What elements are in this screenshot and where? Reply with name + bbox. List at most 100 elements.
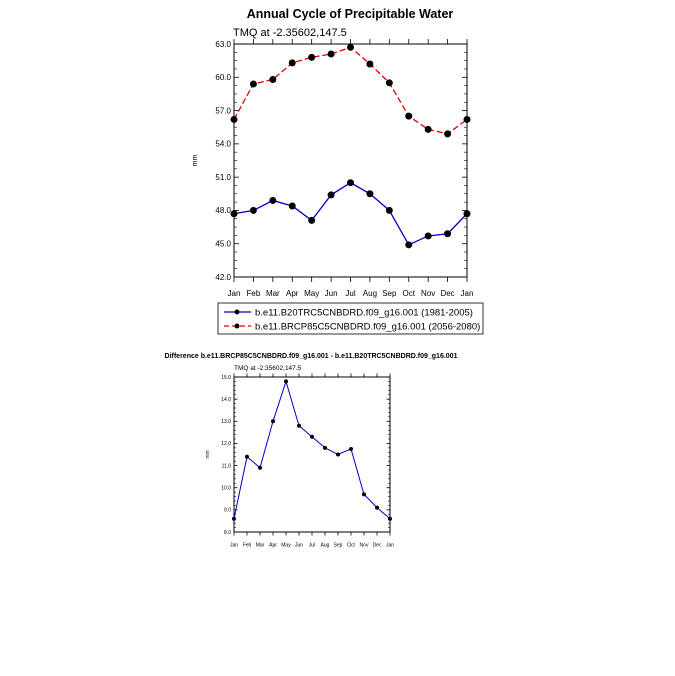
x-tick-label: Mar [266,289,280,298]
y-tick-label: 48.0 [215,206,231,215]
y-tick-label: 63.0 [215,40,231,49]
x-tick-label: Jun [325,289,338,298]
y-tick-label: 51.0 [215,173,231,182]
x-tick-label: Sep [334,543,343,549]
x-tick-label: Aug [321,543,330,549]
series-line-0 [233,379,391,520]
y-axis-label: mm [205,450,211,458]
x-tick-label: Jan [230,543,238,549]
data-point [249,206,257,214]
plot-frame [233,376,391,533]
data-point [323,445,327,450]
data-point [327,50,335,58]
legend-label: b.e11.BRCP85C5CNBDRD.f09_g16.001 (2056-2… [255,322,480,333]
legend-box [217,302,484,335]
x-tick-label: Nov [360,543,369,549]
x-tick-label: Aug [363,289,377,298]
chart-subtitle: TMQ at -2.35602,147.5 [233,27,347,39]
data-point [349,446,353,451]
data-point [366,60,374,68]
series-line-0 [233,181,468,246]
x-tick-label: Mar [256,543,265,549]
x-tick-label: Apr [269,543,277,549]
y-axis-label: mm [192,155,199,167]
x-tick-label: Jul [309,543,315,549]
data-point [271,419,275,424]
x-tick-label: Jan [386,543,394,549]
y-tick-label: 8.0 [224,530,231,536]
data-point [405,241,413,249]
y-tick-label: 10.0 [221,485,231,491]
data-point [347,43,354,51]
data-point [245,454,249,459]
y-tick-label: 15.0 [221,375,231,381]
x-tick-label: Dec [440,289,454,298]
chart-subtitle: TMQ at -2.35602,147.5 [234,365,302,372]
data-point [385,79,393,87]
legend-marker [234,323,240,329]
x-tick-label: May [281,543,291,549]
data-point [463,210,471,218]
legend-marker [234,309,240,315]
data-point [366,190,374,198]
data-point [288,202,296,210]
chart-annual-cycle: Annual Cycle of Precipitable Water TMQ a… [192,7,484,335]
y-tick-label: 13.0 [221,419,231,425]
data-point [424,232,432,240]
data-point [336,452,340,457]
y-tick-label: 9.0 [224,508,231,514]
data-point [258,465,262,470]
data-point [230,210,238,218]
plot-frame [233,43,468,278]
data-point [424,125,432,133]
data-point [347,179,354,187]
x-tick-label: Jan [228,289,241,298]
x-tick-label: Dec [373,543,382,549]
y-tick-label: 57.0 [215,106,231,115]
x-tick-label: Jul [345,289,355,298]
x-tick-label: May [304,289,319,298]
y-tick-label: 54.0 [215,140,231,149]
data-point [327,191,335,199]
plot-area: 8.0 9.0 10.0 11.0 12.0 13.0 14.0 15.0 Jan Feb Mar A… [221,373,394,549]
data-point [230,115,238,123]
legend-label: b.e11.B20TRC5CNBDRD.f09_g16.001 (1981-20… [255,308,473,319]
y-tick-label: 14.0 [221,397,231,403]
data-point [269,196,277,204]
x-tick-label: Feb [243,543,252,549]
x-tick-label: Oct [403,289,416,298]
data-point [308,216,316,224]
y-tick-label: 11.0 [222,463,232,469]
data-point [362,492,366,497]
x-tick-label: Sep [382,289,397,298]
data-point [375,505,379,510]
y-tick-label: 60.0 [215,73,231,82]
data-point [288,59,296,67]
x-tick-label: Jun [295,543,303,549]
data-point [444,130,452,138]
data-point [385,206,393,214]
data-point [232,516,236,521]
chart-title: Difference b.e11.BRCP85C5CNBDRD.f09_g16.… [165,353,458,360]
data-point [388,516,392,521]
x-tick-label: Feb [247,289,261,298]
data-point [405,112,413,120]
data-point [463,115,471,123]
chart-title: Annual Cycle of Precipitable Water [247,7,454,21]
x-tick-label: Apr [286,289,299,298]
x-tick-label: Oct [347,543,355,549]
data-point [310,434,314,439]
legend: b.e11.B20TRC5CNBDRD.f09_g16.001 (1981-20… [217,302,484,335]
series-line-1 [233,46,468,135]
y-tick-label: 12.0 [221,441,231,447]
plot-area: 42.0 45.0 48.0 51.0 54.0 57.0 60.0 63.0 Jan Feb Ma… [215,39,473,298]
x-tick-label: Nov [421,289,435,298]
chart-difference: Difference b.e11.BRCP85C5CNBDRD.f09_g16.… [165,353,458,549]
x-tick-label: Jan [461,289,474,298]
data-point [284,379,288,384]
y-tick-label: 45.0 [215,240,231,249]
data-point [249,80,257,88]
data-point [444,230,452,238]
data-point [269,76,277,84]
